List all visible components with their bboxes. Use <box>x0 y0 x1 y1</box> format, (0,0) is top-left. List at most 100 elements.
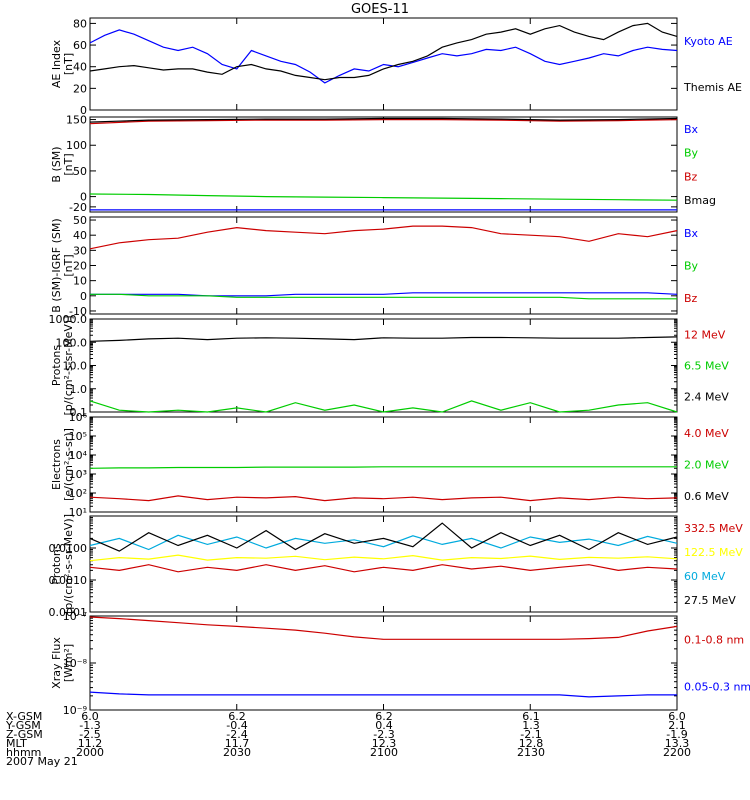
legend-entry: By <box>684 260 699 273</box>
footer-x-gsm: 6.1 <box>522 710 540 723</box>
y-tick-label: -10 <box>69 305 87 318</box>
series-line-0-1-0-8-nm <box>89 616 678 640</box>
footer-z-gsm: -2.1 <box>520 728 542 741</box>
legend-entry: 27.5 MeV <box>684 594 736 607</box>
footer-z-gsm: -2.5 <box>79 728 101 741</box>
series-line-122-5-mev <box>89 554 678 562</box>
y-tick-label: 30 <box>73 244 87 257</box>
footer-label-y-gsm: Y-GSM <box>6 719 41 732</box>
footer-y-gsm: 2.1 <box>668 719 686 732</box>
panel-ae: 0 20 40 60 80 AE Index [nT] Kyoto AE Themis AE <box>50 17 742 117</box>
y-tick-label: 10⁻⁸ <box>63 657 88 670</box>
y-axis-label: [nT] <box>62 53 75 75</box>
y-tick-label: 10³ <box>69 468 87 481</box>
y-tick-label: 1.0 <box>70 383 88 396</box>
y-tick-label: 50 <box>73 165 87 178</box>
footer-y-gsm: -0.4 <box>226 719 248 732</box>
y-tick-label: 10 <box>73 275 87 288</box>
y-tick-label: 10⁵ <box>69 430 87 443</box>
footer-z-gsm: -2.3 <box>373 728 395 741</box>
y-tick-label: 40 <box>73 61 87 74</box>
panel-frame <box>89 515 678 613</box>
panel-frame <box>89 216 678 315</box>
legend-entry: Bmag <box>684 194 716 207</box>
panel-electrons: 10¹ 10² 10³ 10⁴ 10⁵ 10⁶ Electrons [e/(cm²-s-sr)… <box>50 411 729 519</box>
footer-hhmm: 2100 <box>370 746 398 759</box>
series-line-6-5-mev <box>89 400 678 413</box>
legend-entry: Bz <box>684 292 698 305</box>
y-axis-label: AE Index <box>50 39 63 88</box>
y-tick-label: 40 <box>73 229 87 242</box>
y-tick-label: 100 <box>66 139 87 152</box>
y-tick-label: -20 <box>69 201 87 214</box>
panel-protons-low: 0.1 1.0 10.0 100.0 1000.0 Protons [p/(cm²-s-sr… <box>49 313 730 419</box>
series-line-bz <box>89 118 678 125</box>
series-line-kyoto-ae <box>89 29 678 84</box>
footer-y-gsm: 1.3 <box>522 719 540 732</box>
panel-frame <box>89 416 678 513</box>
footer-mlt: 12.8 <box>518 737 544 750</box>
series-line-60-mev <box>89 534 678 551</box>
legend-entry: 0.6 MeV <box>684 490 729 503</box>
y-axis-label: [W/m²] <box>62 644 75 682</box>
footer-z-gsm: -2.4 <box>226 728 248 741</box>
legend-entry: 4.0 MeV <box>684 427 729 440</box>
legend-entry: Bx <box>684 227 699 240</box>
panel-xray: 10⁻⁹ 10⁻⁸ 10⁻⁷ Xray Flux [W/m²] 0.1-0.8 nm 0.0… <box>50 610 750 717</box>
y-axis-label: B (SM)-IGRF (SM) <box>50 218 63 312</box>
chart-title: GOES-11 <box>351 2 409 17</box>
y-tick-label: 80 <box>73 17 87 30</box>
y-tick-label: 0.0010 <box>49 574 88 587</box>
y-tick-label: 0.0100 <box>49 542 88 555</box>
y-tick-label: 0 <box>80 290 87 303</box>
legend-entry: 0.05-0.3 nm <box>684 681 750 694</box>
legend-entry: Bz <box>684 170 698 183</box>
series-line-bmag <box>89 117 678 123</box>
footer-label-z-gsm: Z-GSM <box>6 728 43 741</box>
series-line-332-5-mev <box>89 564 678 573</box>
footer-mlt: 11.7 <box>224 737 250 750</box>
footer-mlt: 12.3 <box>371 737 397 750</box>
series-line-2-4-mev <box>89 336 678 342</box>
series-line-bx <box>90 292 678 297</box>
footer-y-gsm: -1.3 <box>79 719 101 732</box>
footer-x-gsm: 6.2 <box>228 710 246 723</box>
legend-entry: Bx <box>684 123 699 136</box>
footer-mlt: 11.2 <box>77 737 103 750</box>
footer-y-gsm: 0.4 <box>375 719 393 732</box>
y-axis-label: Xray Flux <box>50 637 63 689</box>
y-axis-label: [nT] <box>62 153 75 175</box>
y-tick-label: 0.0001 <box>49 606 88 619</box>
y-axis-label: [e/(cm²-s-sr)] <box>62 428 75 501</box>
y-tick-label: 20 <box>73 82 87 95</box>
panel-b-igrf: -10 0 10 20 30 40 50 B (SM)-IGRF (SM) [nT] Bx By Bz <box>50 214 699 318</box>
legend-entry: 2.0 MeV <box>684 459 729 472</box>
y-axis-label: Protons <box>50 345 63 386</box>
footer-label-x-gsm: X-GSM <box>6 710 43 723</box>
footer-mlt: 13.3 <box>664 737 690 750</box>
footer-hhmm: 2130 <box>517 746 545 759</box>
y-axis-label: [nT] <box>62 254 75 276</box>
legend-entry: 332.5 MeV <box>684 522 743 535</box>
series-line-2-0-mev <box>89 466 677 469</box>
y-tick-label: 150 <box>66 114 87 127</box>
y-axis-label: [p/(cm²-s-sr-MeV)] <box>62 316 75 416</box>
series-line-27-5-mev <box>89 522 678 552</box>
footer-hhmm: 2000 <box>76 746 104 759</box>
series-line-4-0-mev <box>89 495 678 502</box>
legend-entry: 0.1-0.8 nm <box>684 634 744 647</box>
orbit-footer: X-GSM Y-GSM Z-GSM MLT hhmm 2007 May 21 6… <box>0 710 750 800</box>
panel-frame <box>89 615 678 711</box>
y-axis-label: Electrons <box>50 439 63 490</box>
y-tick-label: 60 <box>73 39 87 52</box>
y-tick-label: 10¹ <box>69 506 87 519</box>
footer-x-gsm: 6.0 <box>668 710 686 723</box>
panel-b-sm: -200 50 100 150 B (SM) [nT] Bx By Bz Bmag <box>50 114 716 214</box>
y-tick-label: 10.0 <box>63 360 88 373</box>
footer-hhmm: 2030 <box>223 746 251 759</box>
legend-entry: 122.5 MeV <box>684 546 743 559</box>
y-tick-label: 10⁶ <box>69 411 88 424</box>
footer-x-gsm: 6.2 <box>375 710 393 723</box>
